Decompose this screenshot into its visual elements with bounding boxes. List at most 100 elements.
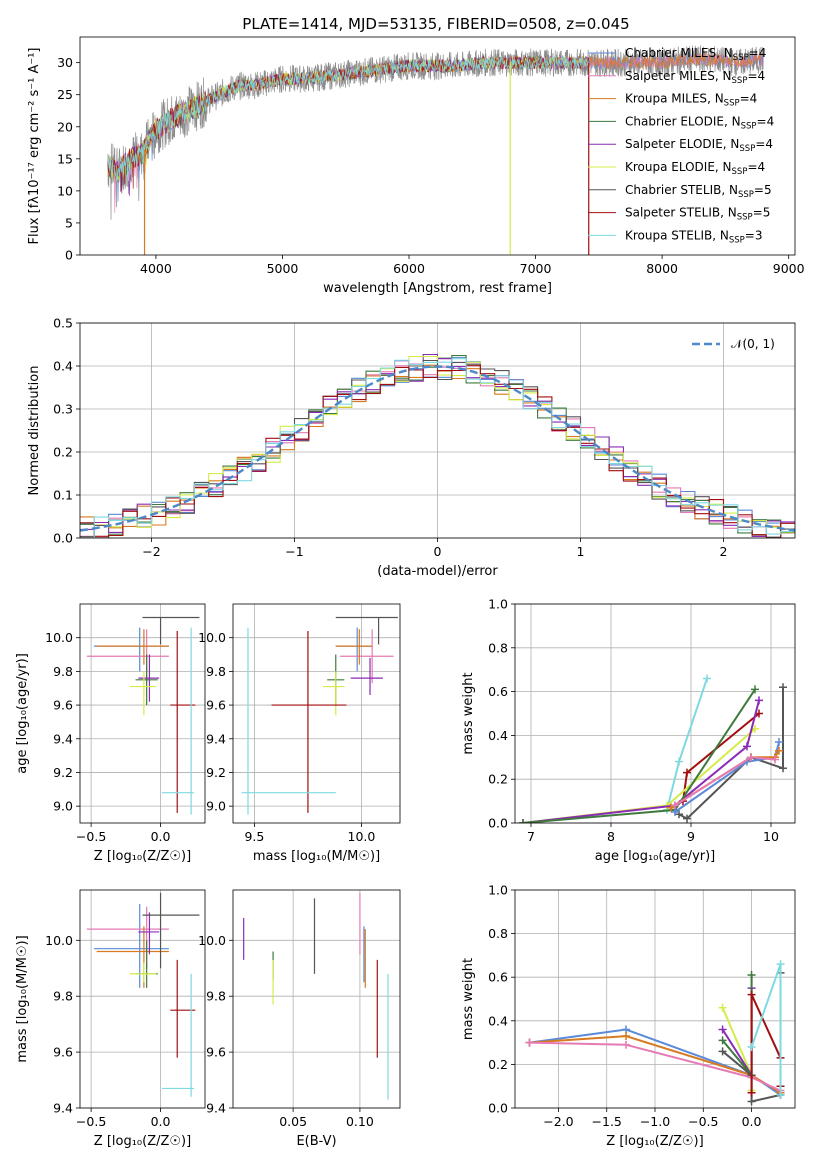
y-tick-label: 5 xyxy=(65,215,73,230)
y-tick-label: 1.0 xyxy=(488,883,508,898)
panel-age-vs-mass: 9.5 10.0 9.0 9.2 9.4 9.6 9.8 10.0 mass [log₁₀(M/… xyxy=(198,603,401,864)
x-tick-label: −2 xyxy=(142,544,160,559)
legend-name-text: Chabrier MILES xyxy=(625,46,716,60)
plus-marker xyxy=(751,685,759,694)
y-tick-label: 9.8 xyxy=(53,664,73,679)
legend-series-name: Salpeter MILES, N xyxy=(625,69,732,83)
y-tick-label: 0.2 xyxy=(488,772,508,787)
y-tick-label: 0.8 xyxy=(488,640,508,655)
legend-series-name: Salpeter STELIB, N xyxy=(625,206,737,220)
y-tick-label: 9.2 xyxy=(206,765,226,780)
y-tick-label: 0 xyxy=(65,248,73,263)
y-tick-label: 9.6 xyxy=(53,698,73,713)
y-axis-label: mass weight xyxy=(461,958,476,1040)
legend-name-text: Salpeter ELODIE xyxy=(625,137,723,151)
x-tick-label: −1.5 xyxy=(592,1114,622,1129)
x-tick-label: 0.0 xyxy=(151,829,171,844)
mass-weight-line xyxy=(522,700,760,823)
plot-area xyxy=(525,960,785,1106)
legend-subscript: SSP xyxy=(729,235,745,245)
plot-area xyxy=(86,616,200,815)
panel-mass-weight-vs-Z: −2.0 −1.5 −1.0 −0.5 0.0 0.0 0.2 0.4 0.6 0.8 1.0 Z [… xyxy=(461,883,796,1149)
y-tick-label: 0.2 xyxy=(53,445,73,460)
x-axis-label: Z [log₁₀(Z/Z☉)] xyxy=(94,1134,191,1149)
y-tick-label: 15 xyxy=(57,151,73,166)
x-tick-label: 5000 xyxy=(267,261,299,276)
mass-weight-line xyxy=(529,1041,781,1092)
plus-marker xyxy=(671,801,679,810)
y-tick-label: 0.5 xyxy=(53,316,73,331)
plus-marker xyxy=(718,1003,727,1012)
legend-series-name: Kroupa ELODIE, N xyxy=(625,160,732,174)
mass-weight-line xyxy=(750,963,782,1095)
legend-equals: = xyxy=(747,69,757,83)
y-tick-label: 0.0 xyxy=(53,531,73,546)
y-tick-label: 0.3 xyxy=(53,402,73,417)
y-tick-label: 9.4 xyxy=(53,1101,73,1116)
legend-series-name: Kroupa STELIB, N xyxy=(625,228,729,242)
x-tick-label: 1 xyxy=(577,544,585,559)
x-tick-label: 10 xyxy=(763,829,779,844)
x-tick-label: −0.5 xyxy=(76,829,106,844)
x-tick-label: 7 xyxy=(527,829,535,844)
legend-name-text: Chabrier STELIB xyxy=(625,183,721,197)
plus-marker xyxy=(622,1040,631,1049)
legend-equals: = xyxy=(754,183,764,197)
plot-area xyxy=(243,892,389,1100)
x-tick-label: 4000 xyxy=(140,261,172,276)
legend-subscript: SSP xyxy=(738,190,754,200)
histogram-step xyxy=(80,358,795,538)
x-axis-label: Z [log₁₀(Z/Z☉)] xyxy=(606,1134,703,1149)
plot-area xyxy=(107,45,764,255)
x-tick-label: 0.05 xyxy=(279,1114,307,1129)
legend-nssp: 5 xyxy=(763,206,771,220)
legend-series-name: Kroupa MILES, N xyxy=(625,92,724,106)
y-tick-label: 9.0 xyxy=(53,799,73,814)
plus-marker xyxy=(779,764,787,773)
legend-label: Salpeter STELIB, NSSP=5 xyxy=(625,206,770,223)
mass-weight-line xyxy=(522,688,756,823)
plot-area xyxy=(80,353,795,538)
x-tick-label: −1.0 xyxy=(640,1114,670,1129)
plus-marker xyxy=(775,746,783,755)
legend-name-text: Kroupa MILES xyxy=(625,92,707,106)
legend-name-text: Kroupa STELIB xyxy=(625,228,712,242)
x-tick-label: −2.0 xyxy=(543,1114,573,1129)
y-tick-label: 0.4 xyxy=(53,359,73,374)
x-tick-label: 0 xyxy=(434,544,442,559)
panel-residuals: −2 −1 0 1 2 0.0 0.1 0.2 0.3 0.4 0.5 (data-model)/er… xyxy=(27,316,796,579)
y-tick-label: 9.0 xyxy=(206,799,226,814)
legend-label: Kroupa MILES, NSSP=4 xyxy=(625,92,757,109)
legend-equals: = xyxy=(749,46,759,60)
axes-frame xyxy=(79,603,206,824)
legend-equals: = xyxy=(755,137,765,151)
legend-equals: = xyxy=(747,160,757,174)
x-tick-label: 0.0 xyxy=(742,1114,762,1129)
plus-marker xyxy=(771,755,779,764)
legend-n: , N xyxy=(715,69,732,83)
y-tick-label: 9.8 xyxy=(206,664,226,679)
plot-area xyxy=(519,674,787,823)
legend-nssp: 4 xyxy=(759,46,767,60)
plus-marker xyxy=(775,737,783,746)
legend-label: Salpeter MILES, NSSP=4 xyxy=(625,69,765,86)
y-tick-label: 10.0 xyxy=(45,630,73,645)
x-axis-label: E(B-V) xyxy=(296,1134,336,1149)
y-tick-label: 9.6 xyxy=(206,1045,226,1060)
legend-n: , N xyxy=(723,137,740,151)
y-tick-label: 9.4 xyxy=(53,731,73,746)
x-axis-label: (data-model)/error xyxy=(377,564,498,579)
legend-n: , N xyxy=(707,92,724,106)
legend-subscript: SSP xyxy=(739,144,755,154)
axes-frame xyxy=(514,603,796,824)
plus-marker xyxy=(683,814,691,823)
panel-mass-vs-Z: −0.5 0.0 9.4 9.6 9.8 10.0 Z [log₁₀(Z/Z☉)] mass … xyxy=(15,889,206,1149)
legend-equals: = xyxy=(757,114,767,128)
x-tick-label: 0.0 xyxy=(151,1114,171,1129)
plus-marker xyxy=(703,674,711,683)
plus-marker xyxy=(776,1090,785,1099)
y-tick-label: 9.8 xyxy=(53,989,73,1004)
panel-mass-weight-vs-age: 7 8 9 10 0.0 0.2 0.4 0.6 0.8 1.0 age [log₁₀(age/yr… xyxy=(461,597,796,864)
y-axis-label: mass weight xyxy=(461,672,476,754)
